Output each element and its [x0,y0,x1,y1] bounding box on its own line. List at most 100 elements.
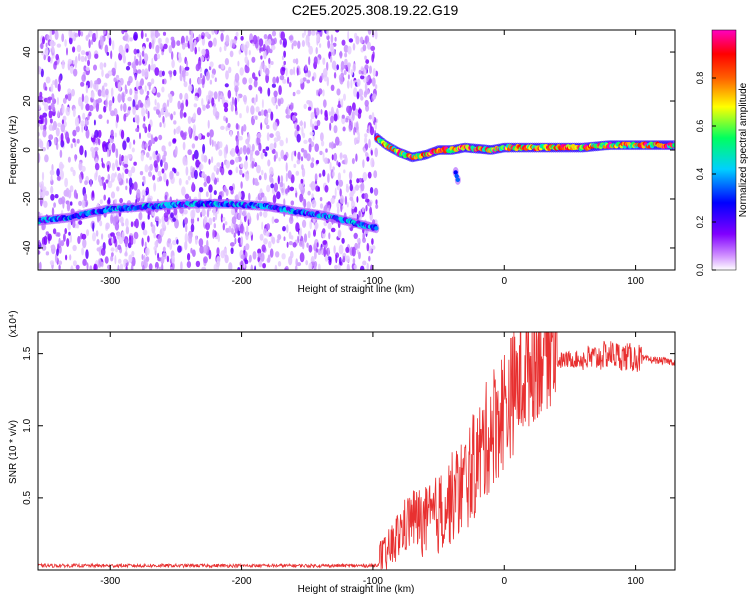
spectrogram-noise-cell [81,93,85,103]
spectrogram-noise-cell [354,108,359,116]
spectrogram-noise-cell [248,77,253,84]
spectrogram-noise-cell [107,197,111,205]
spectrogram-noise-cell [61,119,64,125]
spectrogram-noise-cell [234,72,240,83]
spectrogram-noise-cell [184,240,188,251]
spectrogram-noise-cell [214,30,218,35]
spectrogram-noise-cell [64,177,68,188]
spectrogram-noise-cell [235,31,239,37]
spectrogram-noise-cell [161,51,164,56]
spectrogram-noise-cell [163,150,167,157]
spectrogram-noise-cell [240,236,244,246]
spectrogram-noise-cell [110,247,115,252]
spectrogram-noise-cell [84,180,88,186]
spectrogram-noise-cell [168,45,172,54]
spectrogram-noise-cell [369,65,372,74]
spectrogram-noise-cell [314,173,318,182]
spectrogram-noise-cell [143,53,149,63]
spectrogram-noise-cell [291,151,294,162]
spectrogram-noise-cell [206,175,211,184]
spectrogram-noise-cell [344,58,348,66]
snr-x-tick-label: 0 [501,576,507,587]
snr-series-line [38,332,675,570]
spectrogram-noise-cell [54,194,59,199]
spectrogram-noise-cell [161,168,165,174]
spectrogram-noise-cell [170,113,174,121]
spectrogram-noise-cell [88,111,92,117]
spectrogram-noise-cell [190,217,195,225]
spectrogram-noise-cell [44,190,49,196]
spectrogram-noise-cell [370,264,374,270]
spectrogram-noise-cell [367,41,371,50]
spectrogram-noise-cell [181,42,186,50]
spectrogram-noise-cell [269,143,275,151]
spectrogram-noise-cell [218,149,223,157]
spectrogram-noise-cell [101,161,104,168]
spectrogram-noise-cell [153,246,157,251]
spectrogram-noise-cell [311,193,314,199]
spectrogram-noise-cell [355,121,359,131]
colorbar-ticks: 0.0 0.2 0.4 0.6 0.8 [695,72,716,277]
spectrogram-noise-cell [211,139,214,147]
spectrogram-noise-cell [66,47,68,56]
spectrogram-noise-cell [360,66,364,72]
spectrogram-noise-cell [170,212,174,219]
spectrogram-noise-cell [81,247,84,256]
spectrogram-noise-cell [337,162,341,168]
spectrogram-noise-cell [112,216,117,226]
colorbar-tick-label: 0.0 [695,264,705,277]
spectrogram-noise-cell [368,114,373,120]
spectrogram-noise-cell [87,59,90,67]
spectrogram-noise-cell [205,230,210,239]
spectrogram-noise-cell [368,201,372,208]
spectrogram-noise-cell [143,178,146,185]
spectrogram-noise-cell [339,152,342,159]
spectrogram-noise-cell [248,192,251,201]
spectrogram-noise-cell [343,255,345,263]
spectrogram-noise-cell [148,42,152,50]
spectrogram-noise-cell [220,63,225,70]
spectrogram-noise-cell [90,91,95,99]
snr-y-scale-label: (x10⁴) [8,310,19,337]
spectrogram-noise-cell [296,89,301,95]
spectrogram-noise-cell [313,265,317,270]
spectrogram-noise-cell [201,152,205,162]
spectrogram-noise-cell [330,197,335,204]
spectrogram-noise-cell [200,73,203,79]
spectrogram-noise-cell [230,149,234,156]
spectrogram-noise-cell [338,244,344,255]
spectrogram-noise-cell [85,66,90,72]
spectrogram-noise-cell [283,154,288,161]
spectrogram-noise-cell [63,115,67,122]
spectrogram-noise-cell [374,30,378,40]
spectrogram-noise-cell [290,200,295,206]
spectrogram-noise-cell [239,113,242,119]
spectrogram-noise-cell [292,91,296,97]
spectrogram-noise-cell [266,184,271,193]
spectrogram-noise-cell [111,67,116,77]
spectrogram-noise-cell [205,71,210,81]
spectrogram-noise-cell [89,265,93,270]
spectrogram-noise-cell [302,132,306,139]
spectrogram-trace-2 [373,132,675,163]
spectrogram-noise-cell [126,136,130,143]
spectrogram-noise-cell [80,31,84,37]
spectrogram-noise-cell [296,133,301,143]
spectrogram-noise-cell [252,34,258,45]
spectrogram-noise-cell [55,53,59,61]
spectrogram-noise-cell [333,152,338,162]
spectrogram-noise-cell [38,119,43,124]
spectrogram-noise-cell [161,263,164,270]
spectrogram-noise-cell [308,143,312,153]
spectrogram-noise-cell [340,202,343,213]
spectrogram-noise-cell [225,70,229,80]
spectrogram-noise-cell [316,119,321,127]
spectrogram-noise-cell [229,50,234,58]
spectrogram-noise-cell [179,65,182,75]
spectrogram-noise-cell [209,79,213,85]
spectrogram-noise-cell [51,207,55,217]
spectrogram-noise-cell [354,206,358,213]
spectrogram-noise-cell [59,170,64,180]
spectrogram-noise-cell [319,43,322,48]
spectrogram-noise-cell [43,54,46,61]
